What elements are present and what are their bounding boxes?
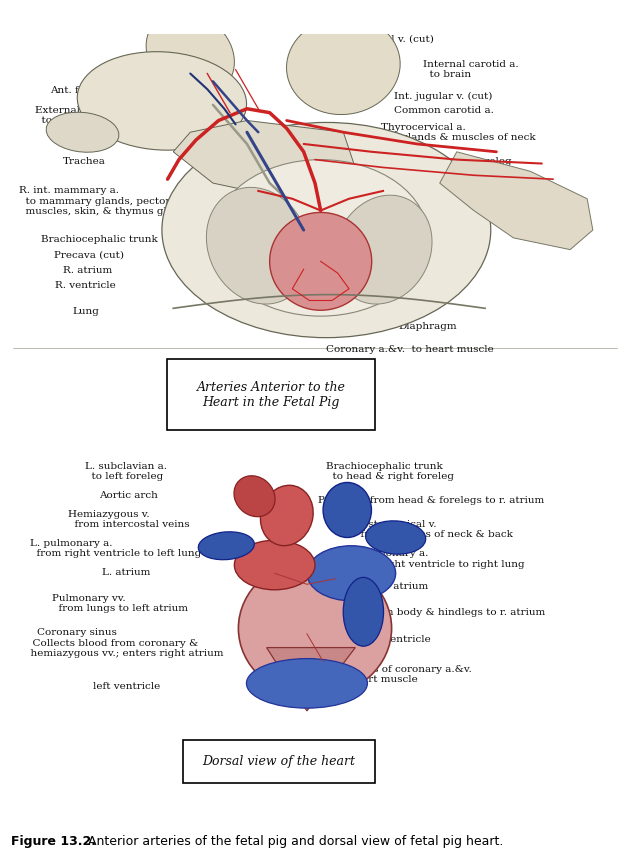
Text: Pulmonary a.: Pulmonary a. <box>394 238 463 247</box>
Polygon shape <box>440 151 593 249</box>
Ellipse shape <box>234 476 275 517</box>
Text: Coronary a.&v.  to heart muscle: Coronary a.&v. to heart muscle <box>326 345 494 353</box>
Text: Brachiocephalic trunk: Brachiocephalic trunk <box>326 462 443 470</box>
Ellipse shape <box>207 187 310 304</box>
Text: Coronary sinus: Coronary sinus <box>37 629 117 637</box>
Text: Anterior arteries of the fetal pig and dorsal view of fetal pig heart.: Anterior arteries of the fetal pig and d… <box>84 834 503 848</box>
Text: Lung: Lung <box>72 307 100 316</box>
Text: Postcava  from body & hindlegs to r. atrium: Postcava from body & hindlegs to r. atri… <box>316 608 546 617</box>
Ellipse shape <box>287 17 400 114</box>
Ellipse shape <box>46 112 119 152</box>
Text: Lung: Lung <box>398 295 425 304</box>
Text: Diaphragm: Diaphragm <box>398 322 457 331</box>
Ellipse shape <box>260 485 313 546</box>
Text: to mammary glands, pectoral: to mammary glands, pectoral <box>19 197 180 206</box>
Polygon shape <box>173 120 360 199</box>
Text: from right ventricle to right lung: from right ventricle to right lung <box>345 560 525 568</box>
Text: Aortic arch: Aortic arch <box>100 491 158 500</box>
Text: Int. jugular v. (cut): Int. jugular v. (cut) <box>394 92 492 101</box>
Text: left ventricle: left ventricle <box>93 682 161 691</box>
Text: R. atrium: R. atrium <box>63 266 112 274</box>
FancyBboxPatch shape <box>183 740 375 783</box>
Text: R. ventricle: R. ventricle <box>55 281 116 290</box>
Text: Common carotid a.: Common carotid a. <box>394 106 494 114</box>
Ellipse shape <box>365 521 426 554</box>
Ellipse shape <box>323 482 372 538</box>
Ellipse shape <box>146 12 234 96</box>
Text: L. atrium: L. atrium <box>102 568 151 577</box>
Ellipse shape <box>238 560 392 697</box>
Text: Thyrocervical a.: Thyrocervical a. <box>381 123 466 132</box>
Text: External carotid a.: External carotid a. <box>35 106 133 114</box>
Text: Precava (cut): Precava (cut) <box>54 250 123 259</box>
Text: Collects blood from coronary &: Collects blood from coronary & <box>26 639 198 648</box>
Text: from intercostal veins: from intercostal veins <box>68 520 190 529</box>
Text: Figure 13.2.: Figure 13.2. <box>11 834 96 848</box>
Text: from lungs to left atrium: from lungs to left atrium <box>52 605 188 613</box>
Text: Subclavian a. to foreleg: Subclavian a. to foreleg <box>387 157 512 166</box>
Text: Branches of coronary a.&v.: Branches of coronary a.&v. <box>329 665 472 673</box>
Text: to face & tongue: to face & tongue <box>35 116 129 125</box>
Text: Trachea: Trachea <box>63 157 106 166</box>
Ellipse shape <box>343 577 384 646</box>
Text: hemiazygous vv.; enters right atrium: hemiazygous vv.; enters right atrium <box>24 649 224 658</box>
Ellipse shape <box>162 122 491 338</box>
Text: to left foreleg: to left foreleg <box>85 472 163 481</box>
Ellipse shape <box>213 160 428 316</box>
Text: Arteries Anterior to the
Heart in the Fetal Pig: Arteries Anterior to the Heart in the Fe… <box>197 381 345 408</box>
Ellipse shape <box>270 212 372 310</box>
Text: R. ventricle: R. ventricle <box>370 636 431 644</box>
Text: Brachiocephalic trunk: Brachiocephalic trunk <box>41 235 158 243</box>
Text: Precava - from head & forelegs to r. atrium: Precava - from head & forelegs to r. atr… <box>318 496 544 505</box>
Text: R. int. mammary a.: R. int. mammary a. <box>19 187 119 195</box>
Polygon shape <box>266 648 355 711</box>
Text: to shoulder: to shoulder <box>408 184 474 193</box>
Text: L. pulmonary a.: L. pulmonary a. <box>30 539 113 548</box>
Ellipse shape <box>334 195 432 304</box>
Text: to brain: to brain <box>423 71 471 79</box>
Text: muscles, skin, & thymus gland: muscles, skin, & thymus gland <box>19 207 186 216</box>
FancyBboxPatch shape <box>167 359 375 430</box>
Text: from muscles of neck & back: from muscles of neck & back <box>354 531 513 539</box>
Text: Ventral thoracic a. to pectoral mm.: Ventral thoracic a. to pectoral mm. <box>352 207 536 216</box>
Ellipse shape <box>198 531 255 560</box>
Text: Costocervical v.: Costocervical v. <box>354 520 437 529</box>
Text: from right ventricle to left lung: from right ventricle to left lung <box>30 550 202 558</box>
Ellipse shape <box>234 540 315 590</box>
Text: Internal carotid a.: Internal carotid a. <box>423 60 519 69</box>
Text: Hemiazygous v.: Hemiazygous v. <box>68 510 150 519</box>
Text: Dorsal view of the heart: Dorsal view of the heart <box>202 755 355 769</box>
Text: Pulmonary vv.: Pulmonary vv. <box>52 594 125 603</box>
Text: L. atrium: L. atrium <box>400 254 449 262</box>
Ellipse shape <box>307 546 396 601</box>
Text: L. subclavian a.: L. subclavian a. <box>85 462 167 470</box>
Text: Subscapular a.: Subscapular a. <box>408 174 486 182</box>
Ellipse shape <box>77 52 246 150</box>
Text: L. ventricle: L. ventricle <box>394 269 454 278</box>
Ellipse shape <box>246 659 367 708</box>
Text: R. pulmonary a.: R. pulmonary a. <box>345 550 428 558</box>
Text: to glands & muscles of neck: to glands & muscles of neck <box>381 133 536 142</box>
Text: to head & right foreleg: to head & right foreleg <box>326 472 454 481</box>
Text: Larynx: Larynx <box>69 140 106 149</box>
Text: R. atrium: R. atrium <box>379 582 428 591</box>
Text: to heart muscle: to heart muscle <box>329 675 418 684</box>
Text: Posterior facial v. (cut): Posterior facial v. (cut) <box>315 34 434 43</box>
Text: Ant. facial v.(cut): Ant. facial v.(cut) <box>50 86 140 95</box>
